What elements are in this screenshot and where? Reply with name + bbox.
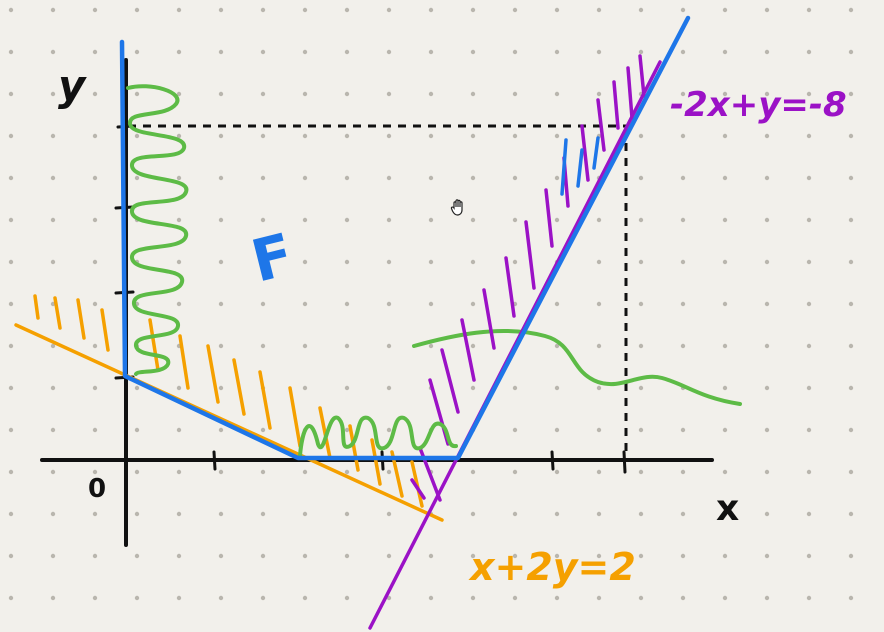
y-axis-label: y [58,61,87,110]
orange-line [14,323,444,522]
x-axis-label: x [716,488,739,529]
orange-line-equation: x+2y=2 [468,545,636,589]
origin-label: 0 [88,474,106,504]
purple-line-equation: -2x+y=-8 [670,85,847,125]
dashed-guides [128,124,628,458]
blue-hatch [560,136,600,196]
green-scribble-vertical [126,84,189,376]
hand-cursor-icon [450,199,463,216]
green-scribble-horizontal [298,415,458,458]
feasible-region-boundary [119,15,691,461]
